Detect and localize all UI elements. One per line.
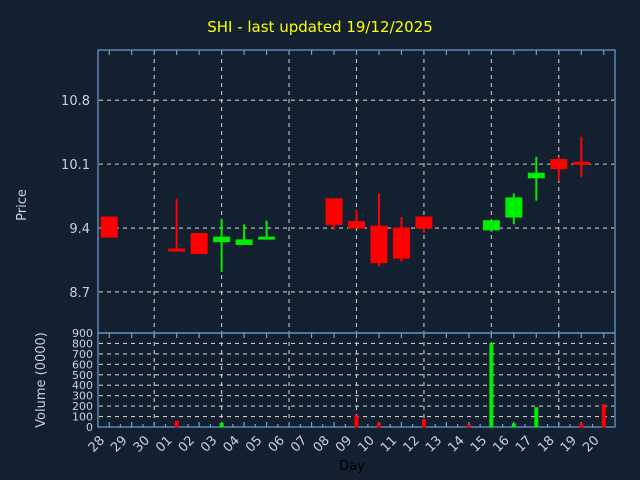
- volume-axis-label: Volume (0000): [34, 332, 49, 428]
- x-tick-label: 01: [153, 433, 175, 455]
- x-axis-label: Day: [339, 459, 365, 474]
- volume-tick-label: 800: [72, 337, 93, 350]
- x-tick-label: 14: [445, 433, 467, 455]
- candle-up-body: [482, 220, 500, 231]
- x-tick-label: 04: [221, 433, 243, 455]
- x-tick-label: 15: [468, 433, 490, 455]
- volume-bar-down: [376, 422, 381, 428]
- volume-bar-up: [219, 422, 224, 428]
- x-tick-label: 20: [580, 433, 602, 455]
- x-tick-label: 16: [490, 433, 512, 455]
- x-tick-label: 06: [266, 433, 288, 455]
- price-tick-label: 10.8: [61, 94, 90, 109]
- candle-down-body: [100, 216, 118, 238]
- volume-bar-up: [511, 423, 516, 428]
- x-tick-label: 19: [558, 433, 580, 455]
- x-tick-label: 17: [513, 433, 535, 455]
- x-tick-label: 18: [535, 433, 557, 455]
- chart-title: SHI - last updated 19/12/2025: [207, 18, 433, 36]
- candle-down-body: [572, 161, 590, 165]
- price-tick-label: 9.4: [69, 222, 90, 237]
- candle-up-body: [213, 236, 231, 243]
- candle-down-body: [190, 232, 208, 255]
- volume-tick-label: 600: [72, 358, 93, 371]
- volume-tick-label: 900: [72, 327, 93, 340]
- x-tick-label: 11: [378, 433, 400, 455]
- volume-bar-down: [421, 419, 426, 428]
- x-tick-label: 12: [400, 433, 422, 455]
- volume-tick-label: 300: [72, 390, 93, 403]
- price-axis-label: Price: [15, 189, 30, 221]
- candle-down-body: [168, 248, 186, 252]
- x-tick-label: 13: [423, 433, 445, 455]
- volume-tick-label: 200: [72, 400, 93, 413]
- x-tick-label: 30: [131, 433, 153, 455]
- x-tick-label: 03: [198, 433, 220, 455]
- candle-down-body: [550, 159, 568, 170]
- volume-tick-label: 500: [72, 369, 93, 382]
- x-tick-label: 28: [86, 433, 108, 455]
- volume-tick-label: 100: [72, 411, 93, 424]
- candle-up-body: [235, 239, 253, 245]
- candle-up-body: [527, 172, 545, 179]
- x-tick-label: 10: [355, 433, 377, 455]
- volume-tick-label: 0: [86, 421, 93, 434]
- candle-down-body: [325, 198, 343, 225]
- volume-bar-up: [489, 342, 494, 428]
- candle-down-body: [415, 216, 433, 229]
- candle-up-body: [258, 236, 276, 240]
- volume-tick-label: 700: [72, 348, 93, 361]
- x-tick-label: 08: [311, 433, 333, 455]
- x-tick-label: 29: [108, 433, 130, 455]
- candle-down-body: [392, 227, 410, 259]
- x-tick-label: 09: [333, 433, 355, 455]
- volume-bar-down: [601, 404, 606, 428]
- volume-bar-down: [174, 420, 179, 428]
- candle-down-body: [370, 225, 388, 264]
- x-tick-label: 07: [288, 433, 310, 455]
- volume-bar-up: [534, 407, 539, 428]
- volume-bar-down: [466, 424, 471, 428]
- x-tick-label: 02: [176, 433, 198, 455]
- x-tick-label: 05: [243, 433, 265, 455]
- volume-bar-down: [354, 415, 359, 428]
- volume-bar-down: [579, 423, 584, 428]
- candle-down-body: [348, 221, 365, 229]
- volume-tick-label: 400: [72, 379, 93, 392]
- price-tick-label: 10.1: [61, 158, 90, 173]
- candle-up-body: [505, 197, 523, 218]
- price-tick-label: 8.7: [69, 286, 90, 301]
